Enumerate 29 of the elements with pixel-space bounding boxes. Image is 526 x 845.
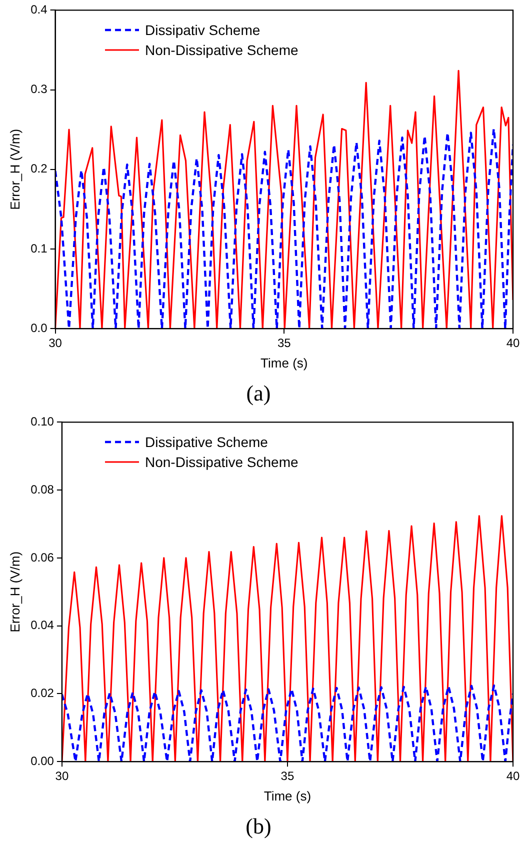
x-tick-label: 40 xyxy=(506,336,520,350)
y-tick-label: 0.08 xyxy=(30,482,54,496)
text: (a) xyxy=(246,380,271,406)
x-tick-label: 30 xyxy=(55,769,69,784)
x-axis-title: Time (s) xyxy=(260,355,308,370)
legend-label: Dissipativ Scheme xyxy=(145,22,260,38)
y-tick-label: 0.3 xyxy=(30,82,48,96)
x-tick-label: 40 xyxy=(506,769,520,784)
text: (b) xyxy=(246,814,272,839)
y-tick-label: 0.4 xyxy=(30,2,48,17)
legend-label: Dissipative Scheme xyxy=(145,434,268,450)
legend-label: Non-Dissipative Scheme xyxy=(145,454,298,470)
x-tick-label: 35 xyxy=(277,336,292,350)
x-tick-label: 35 xyxy=(280,769,294,784)
x-tick-label: 30 xyxy=(48,336,62,350)
y-tick-label: 0.0 xyxy=(30,320,48,335)
y-tick-label: 0.00 xyxy=(30,754,54,768)
y-axis-title: Error_H (V/m) xyxy=(7,551,22,632)
y-tick-label: 0.1 xyxy=(30,241,48,256)
line-series xyxy=(55,128,513,329)
y-tick-label: 0.2 xyxy=(30,162,48,176)
line-series xyxy=(62,684,513,762)
y-tick-label: 0.04 xyxy=(30,618,54,632)
y-tick-label: 0.10 xyxy=(30,414,54,429)
y-axis-title: Error_H (V/m) xyxy=(7,128,22,210)
y-tick-label: 0.02 xyxy=(30,686,54,700)
y-tick-label: 0.06 xyxy=(30,550,54,564)
legend-label: Non-Dissipative Scheme xyxy=(145,42,298,58)
x-axis-title: Time (s) xyxy=(264,788,312,804)
